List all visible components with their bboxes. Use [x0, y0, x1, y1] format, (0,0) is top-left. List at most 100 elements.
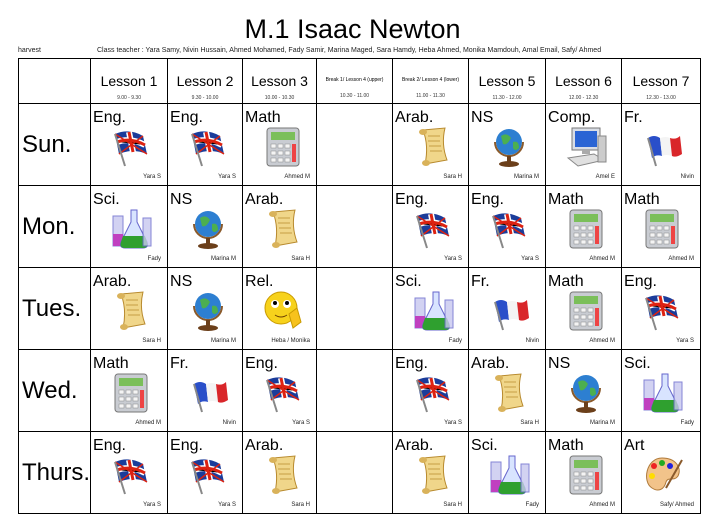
lesson-cell: Fr. Nivin [468, 267, 547, 350]
column-label: Lesson 3 [251, 73, 308, 89]
teacher-label: Ahmed M [668, 256, 695, 262]
day-row: Thurs. Eng. Yara S Eng. Yara S Arab. Sara H Ara… [17, 431, 702, 514]
day-row: Wed. Math Ahmed M Fr. Nivin Eng. Yara S Eng. Yar… [17, 349, 702, 432]
uk-flag-icon [114, 459, 148, 495]
day-row: Mon. Sci. Fady NS Marina M Arab. Sara H Eng. Yar… [17, 185, 702, 268]
subject-label: Arab. [245, 191, 284, 208]
lesson-cell: NS Marina M [167, 267, 244, 350]
uk-flag-icon [416, 377, 450, 413]
calculator-icon [114, 373, 148, 413]
teacher-label: Fady [525, 502, 540, 508]
harvest-label: harvest [18, 47, 41, 54]
uk-flag-icon [492, 213, 526, 249]
column-time: 12.00 - 12.30 [568, 95, 599, 101]
subject-label: Arab. [245, 437, 284, 454]
class-teacher-line: Class teacher : Yara Samy, Nivin Hussain… [97, 47, 602, 54]
column-time: 9.00 - 9.30 [117, 95, 141, 101]
globe-icon [571, 375, 602, 413]
teacher-label: Yara S [444, 256, 463, 262]
scroll-icon [117, 291, 146, 330]
teacher-label: Ahmed M [589, 256, 616, 262]
subject-label: Sci. [624, 355, 651, 372]
lesson-cell: Eng. Yara S [167, 103, 244, 186]
teacher-label: Sara H [520, 420, 540, 426]
subject-label: Math [624, 191, 660, 208]
lesson-cell: Eng. Yara S [90, 103, 169, 186]
lesson-cell: Eng. Yara S [392, 185, 470, 268]
teacher-label: Safy/ Ahmed [659, 502, 695, 508]
scroll-icon [269, 209, 298, 248]
column-label: Lesson 2 [176, 73, 234, 89]
day-label: Sun. [17, 103, 92, 186]
column-time: 10.00 - 10.30 [264, 95, 295, 101]
teacher-label: Marina M [514, 174, 540, 180]
teacher-label: Ahmed M [589, 338, 616, 344]
teacher-label: Ahmed M [589, 502, 616, 508]
subject-label: Arab. [395, 109, 434, 126]
teacher-label: Marina M [211, 338, 237, 344]
day-label: Tues. [17, 267, 92, 350]
subject-label: Fr. [170, 355, 189, 372]
column-header: Lesson 1 9.00 - 9.30 [90, 58, 169, 104]
uk-flag-icon [416, 213, 450, 249]
scroll-icon [419, 127, 448, 166]
teacher-label: Ahmed M [135, 420, 162, 426]
teacher-label: Sara H [443, 174, 463, 180]
column-header: Break 1/ Lesson 4 (upper) 10.30 - 11.00 [316, 58, 394, 104]
lesson-cell: Fr. Nivin [621, 103, 702, 186]
column-time: 9.30 - 10.00 [191, 95, 219, 101]
subject-label: Fr. [624, 109, 643, 126]
calculator-icon [266, 127, 300, 167]
lesson-cell: Eng. Yara S [392, 349, 470, 432]
lesson-cell: Math Ahmed M [545, 185, 623, 268]
france-flag-icon [193, 382, 229, 413]
subject-label: Comp. [548, 109, 596, 126]
column-time: 11.30 - 12.00 [492, 95, 522, 101]
lesson-cell: Arab. Sara H [90, 267, 169, 350]
beaker-icon [112, 209, 152, 249]
teacher-label: Heba / Monika [271, 338, 311, 344]
lesson-cell: NS Marina M [468, 103, 547, 186]
teacher-label: Marina M [590, 420, 616, 426]
scroll-icon [419, 455, 448, 494]
calculator-icon [569, 209, 603, 249]
palette-icon [646, 457, 683, 491]
teacher-label: Nivin [525, 338, 540, 344]
lesson-cell: Arab. Sara H [468, 349, 547, 432]
column-label: Break 2/ Lesson 4 (lower) [402, 77, 459, 83]
teacher-label: Ahmed M [284, 174, 311, 180]
column-time: 10.30 - 11.00 [339, 93, 370, 99]
france-flag-icon [494, 300, 530, 331]
day-row: Sun. Eng. Yara S Eng. Yara S Math Ahmed M Arab.… [17, 103, 702, 186]
lesson-cell: Eng. Yara S [621, 267, 702, 350]
globe-icon [193, 211, 224, 249]
lesson-cell: Math Ahmed M [545, 431, 623, 514]
teacher-label: Sara H [291, 502, 311, 508]
lesson-cell: Rel. Heba / Monika [242, 267, 318, 350]
lesson-cell: Math Ahmed M [90, 349, 169, 432]
subject-label: Math [548, 437, 584, 454]
subject-label: Math [548, 191, 584, 208]
scroll-icon [495, 373, 524, 412]
lesson-cell: Arab. Sara H [242, 431, 318, 514]
subject-label: Arab. [471, 355, 510, 372]
empty-cell [316, 103, 394, 186]
subject-label: Eng. [170, 437, 203, 454]
teacher-label: Nivin [680, 174, 695, 180]
page-title: M.1 Isaac Newton [244, 14, 461, 44]
column-header: Lesson 6 12.00 - 12.30 [545, 58, 623, 104]
lesson-cell: Art Safy/ Ahmed [621, 431, 702, 514]
empty-cell [316, 431, 394, 514]
column-time: 12.30 - 13.00 [646, 95, 676, 101]
lesson-cell: Comp. Amel E [545, 103, 623, 186]
empty-cell [316, 185, 394, 268]
empty-cell [316, 267, 394, 350]
subject-label: NS [170, 273, 193, 290]
column-header: Lesson 3 10.00 - 10.30 [242, 58, 318, 104]
teacher-label: Yara S [143, 174, 162, 180]
subject-label: NS [170, 191, 193, 208]
column-label: Lesson 1 [100, 73, 158, 89]
subject-label: Art [624, 437, 645, 454]
uk-flag-icon [114, 131, 148, 167]
teacher-label: Yara S [292, 420, 311, 426]
